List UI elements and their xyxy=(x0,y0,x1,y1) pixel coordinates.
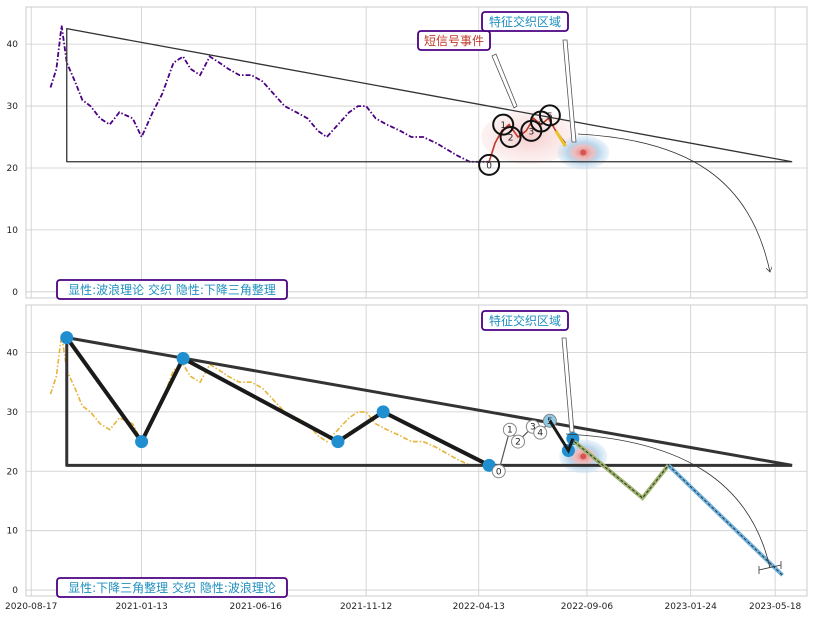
bottom-pattern-line xyxy=(65,336,491,468)
signal-zone xyxy=(481,110,578,165)
bottom-pattern-point xyxy=(331,435,345,449)
x-tick-label: 2021-01-13 xyxy=(115,602,167,612)
bottom-ytick-label: 40 xyxy=(7,349,19,359)
short-signal-label-box xyxy=(417,30,491,51)
bottom-price-series-0 xyxy=(49,334,490,467)
top-wave-marker xyxy=(492,113,515,136)
top-wave-tail xyxy=(554,130,567,148)
bottom-summary-label: 显性:下降三角整理 交织 隐性:波浪理论 xyxy=(68,580,276,595)
top-ytick-label: 40 xyxy=(7,40,19,50)
bottom-pattern-point xyxy=(60,331,74,345)
bottom-wave-label: 3 xyxy=(530,423,536,433)
top-wave-label: 5 xyxy=(547,112,553,122)
top-ytick-label: 0 xyxy=(12,288,18,298)
top-feature-zone-label-box xyxy=(481,11,569,32)
bottom-wave-label: 1 xyxy=(507,426,513,436)
bottom-wave-marker xyxy=(502,422,517,437)
bottom-pattern-point xyxy=(376,405,390,419)
bottom-feature-zone-arrow xyxy=(561,337,575,433)
top-ytick-label: 20 xyxy=(7,164,19,174)
bottom-wave-label: 0 xyxy=(496,467,502,477)
top-frame xyxy=(25,6,808,299)
feature-zone-center xyxy=(580,149,587,156)
top-price-series-0 xyxy=(49,25,490,163)
top-projection-arrow xyxy=(577,133,770,272)
top-summary-label: 显性:波浪理论 交织 隐性:下降三角整理 xyxy=(68,282,276,297)
top-summary-label-box xyxy=(56,279,288,300)
top-wave-label: 1 xyxy=(500,121,506,131)
bottom-summary-label-box xyxy=(56,577,288,598)
bottom-feature-zone-center xyxy=(580,453,587,460)
bottom-projection-arc xyxy=(565,433,771,569)
x-tick-label: 2023-05-18 xyxy=(749,602,802,612)
x-tick-label: 2022-09-06 xyxy=(561,602,614,612)
projection-green-dash xyxy=(573,441,669,499)
bottom-wave-marker xyxy=(491,464,506,479)
bottom-ytick-label: 0 xyxy=(12,586,18,596)
short-signal-label: 短信号事件 xyxy=(424,34,484,48)
x-tick-label: 2021-06-16 xyxy=(230,602,283,612)
x-tick-label: 2023-01-24 xyxy=(665,602,718,612)
top-wave-label: 4 xyxy=(538,118,544,128)
bottom-feature-zone-label: 特征交织区域 xyxy=(489,313,561,328)
bottom-wave-marker xyxy=(533,425,548,440)
bottom-pattern-point xyxy=(135,435,149,449)
bottom-wave-label: 4 xyxy=(537,429,543,439)
bottom-triangle xyxy=(65,336,793,467)
bottom-wave-label: 2 xyxy=(515,438,521,448)
x-axis: 2020-08-17 2021-01-13 2021-06-16 2021-11-12… xyxy=(5,602,802,612)
bottom-pattern-point xyxy=(176,351,190,365)
top-ytick-label: 10 xyxy=(7,226,19,236)
bottom-feature-zone-label-box xyxy=(481,310,569,331)
top-triangle xyxy=(66,28,793,163)
top-wave-label: 2 xyxy=(508,134,514,144)
bottom-wave-marker xyxy=(511,434,526,449)
top-feature-zone-arrow xyxy=(562,39,577,143)
bottom-projection-bracket xyxy=(758,561,782,574)
short-signal-arrow xyxy=(491,53,518,109)
top-wave-label: 0 xyxy=(486,161,492,171)
bottom-ytick-label: 20 xyxy=(7,467,19,477)
top-wave-marker xyxy=(478,153,501,176)
x-tick-label: 2022-04-13 xyxy=(453,602,505,612)
bottom-zone-link xyxy=(548,420,575,454)
top-wave-marker xyxy=(499,126,522,149)
bottom-ytick-label: 30 xyxy=(7,408,19,418)
x-tick-label: 2020-08-17 xyxy=(5,602,57,612)
bottom-frame xyxy=(25,304,808,597)
x-tick-label: 2021-11-12 xyxy=(340,602,392,612)
top-feature-zone-label: 特征交织区域 xyxy=(489,14,561,29)
top-wave-marker xyxy=(538,104,561,127)
top-wave-label: 3 xyxy=(528,127,534,137)
projection-blue-dash xyxy=(668,464,783,576)
top-ytick-label: 30 xyxy=(7,102,19,112)
bottom-ytick-label: 10 xyxy=(7,527,19,537)
